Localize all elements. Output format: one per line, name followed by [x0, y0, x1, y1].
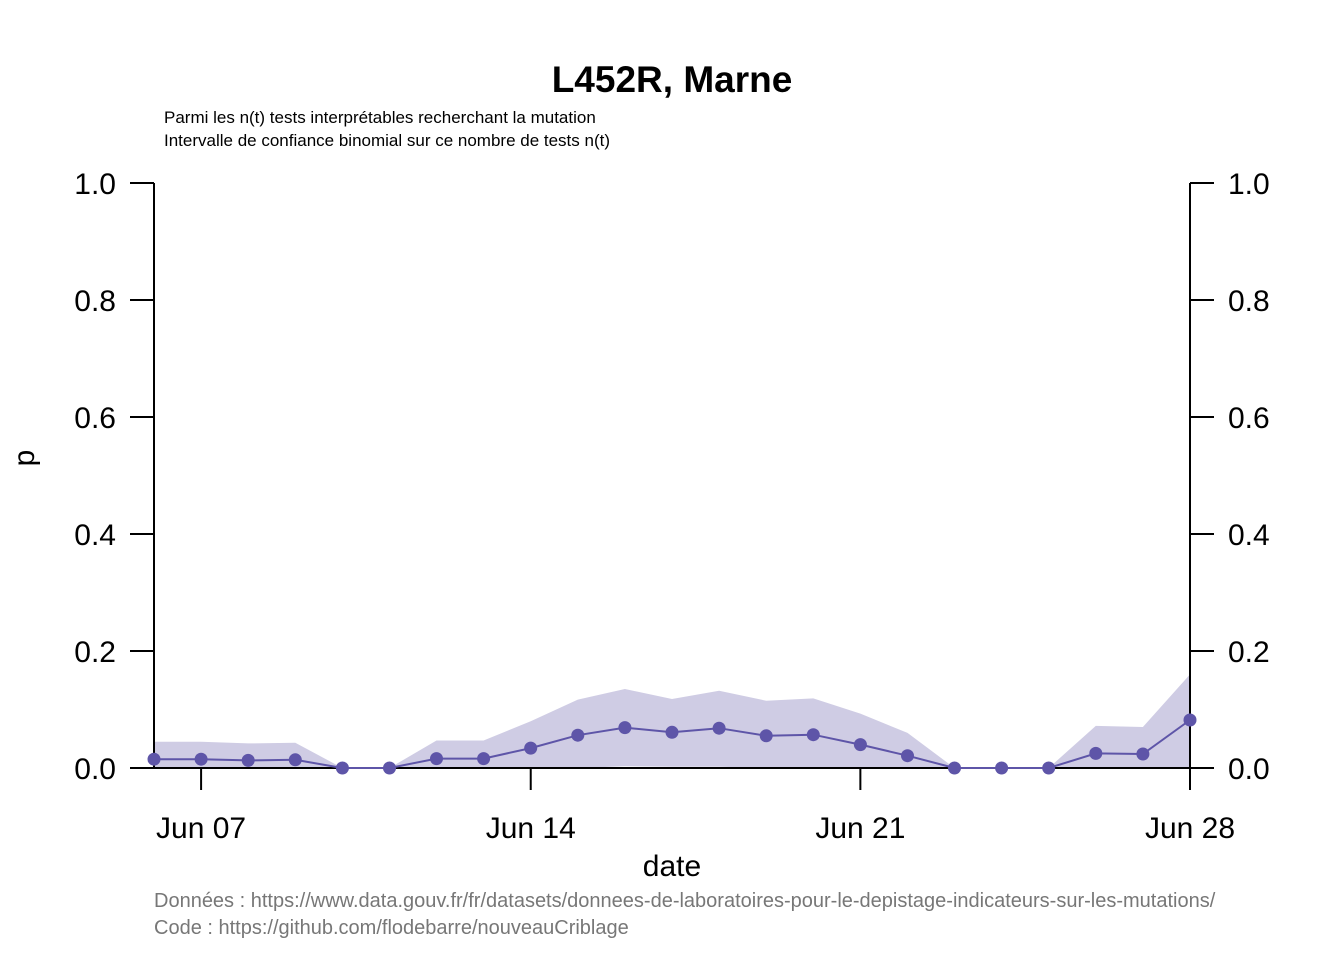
y-tick-label-right: 0.8	[1228, 285, 1270, 318]
x-axis-label: date	[643, 850, 701, 883]
data-point	[147, 752, 161, 766]
y-tick-label-right: 0.0	[1228, 753, 1270, 786]
y-tick-label-right: 1.0	[1228, 168, 1270, 201]
data-point	[194, 752, 208, 766]
confidence-band-layer	[154, 674, 1190, 768]
y-tick-label-left: 1.0	[74, 168, 116, 201]
data-point	[383, 761, 396, 775]
y-tick-label-left: 0.4	[74, 519, 116, 552]
data-point	[759, 729, 773, 743]
data-point	[1042, 761, 1056, 775]
data-point	[901, 749, 914, 763]
series-layer	[147, 713, 1197, 775]
y-tick-label-left: 0.0	[74, 753, 116, 786]
y-tick-label-right: 0.2	[1228, 636, 1270, 669]
chart-title: L452R, Marne	[552, 59, 793, 100]
data-point	[571, 728, 585, 742]
data-point	[1136, 747, 1150, 761]
y-tick-label-left: 0.6	[74, 402, 116, 435]
confidence-band	[154, 674, 1190, 768]
data-point	[1089, 746, 1103, 760]
chart-subtitle-line-1: Parmi les n(t) tests interprétables rech…	[164, 108, 596, 127]
x-tick-label: Jun 21	[815, 812, 905, 845]
data-point	[948, 761, 961, 775]
data-point	[618, 721, 632, 735]
y-tick-label-right: 0.6	[1228, 402, 1270, 435]
y-tick-label-right: 0.4	[1228, 519, 1270, 552]
data-point	[335, 761, 349, 775]
data-point	[995, 761, 1009, 775]
data-point	[430, 752, 443, 766]
footer-data-source: Données : https://www.data.gouv.fr/fr/da…	[154, 890, 1216, 912]
data-point	[241, 753, 255, 767]
footer-code-source: Code : https://github.com/flodebarre/nou…	[154, 917, 629, 939]
data-point	[853, 738, 867, 752]
data-point	[712, 721, 726, 735]
data-point	[477, 752, 491, 766]
x-tick-label: Jun 07	[156, 812, 246, 845]
axes-layer: 0.0 0.0 0.2 0.2 0.4 0.4 0.6 0.6 0.8 0.8 1.0 1.0 Jun …	[74, 168, 1269, 845]
data-point	[806, 728, 820, 742]
y-axis-label: p	[8, 450, 41, 467]
chart-subtitle-line-2: Intervalle de confiance binomial sur ce …	[164, 131, 610, 150]
y-tick-label-left: 0.2	[74, 636, 116, 669]
data-point	[524, 741, 538, 755]
y-tick-label-left: 0.8	[74, 285, 116, 318]
x-tick-label: Jun 14	[486, 812, 576, 845]
data-point	[1183, 713, 1197, 727]
data-point	[288, 753, 302, 767]
x-tick-label: Jun 28	[1145, 812, 1235, 845]
data-point	[665, 725, 679, 739]
